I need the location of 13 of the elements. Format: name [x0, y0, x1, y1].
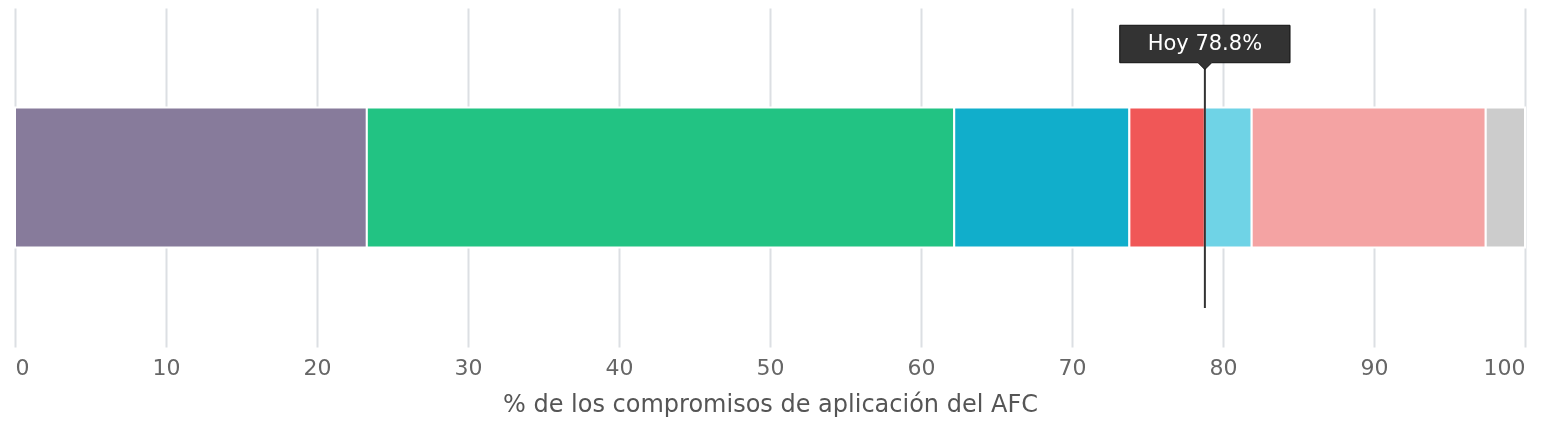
x-tick-label: 0: [15, 354, 30, 380]
x-tick-label: 50: [756, 354, 785, 380]
x-tick-label: 10: [152, 354, 181, 380]
x-tick-label: 20: [303, 354, 332, 380]
x-tick-label: 70: [1058, 354, 1087, 380]
x-tick-label: 100: [1483, 354, 1526, 380]
x-axis-title: % de los compromisos de aplicación del AFC: [503, 389, 1038, 418]
x-tick-label: 90: [1360, 354, 1389, 380]
x-tick-label: 40: [605, 354, 634, 380]
x-tick-label: 30: [454, 354, 483, 380]
ref-line-label: Hoy 78.8%: [1147, 31, 1263, 55]
x-tick-label: 80: [1209, 354, 1238, 380]
x-tick-label: 60: [907, 354, 936, 380]
